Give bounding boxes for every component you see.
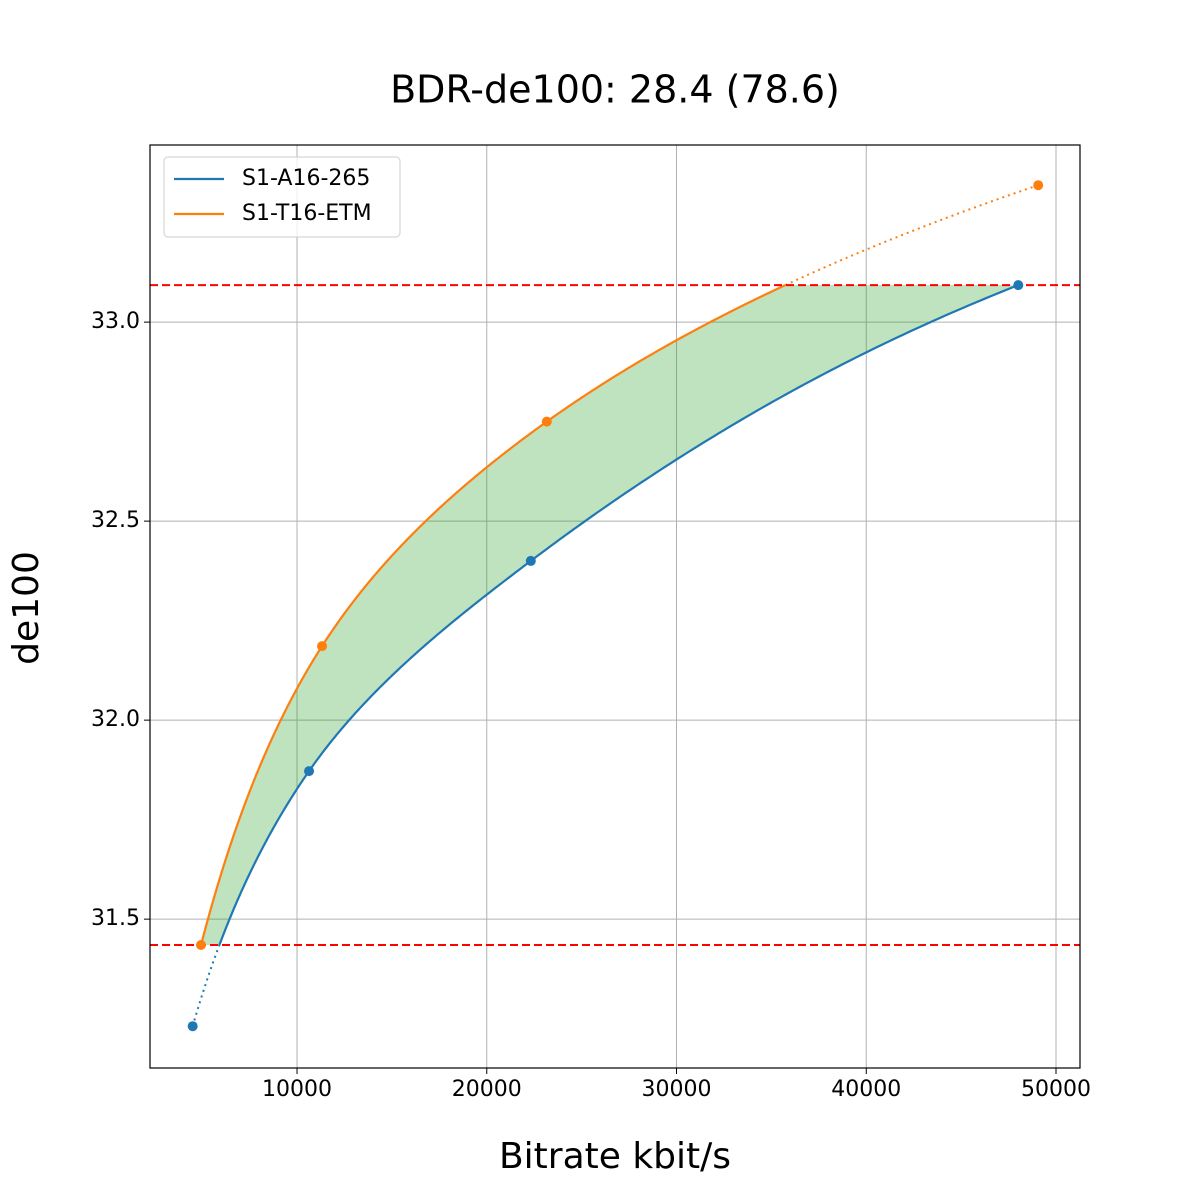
data-point [317,641,328,652]
chart-title: BDR-de100: 28.4 (78.6) [390,68,840,112]
data-point [304,766,315,777]
fit-curve [199,284,786,946]
axes: 10000 20000 30000 40000 50000 31.5 32.0 32.5 33.… [91,309,1091,1102]
x-tick-label: 20000 [452,1077,522,1102]
bd-area [201,285,1019,946]
y-tick-label: 33.0 [91,309,140,334]
legend-label: S1-A16-265 [242,166,370,191]
legend-box [163,156,401,238]
data-point [1033,180,1044,191]
x-tick-label: 40000 [831,1077,901,1102]
x-axis-label: Bitrate kbit/s [499,1136,731,1177]
data-point [541,416,552,427]
legend-label: S1-T16-ETM [242,201,372,226]
legend: S1-A16-265 S1-T16-ETM [163,156,401,238]
y-tick-label: 31.5 [91,906,140,931]
extrapolated-curve [191,944,221,1027]
y-tick-label: 32.5 [91,508,140,533]
y-axis-label: de100 [6,551,47,665]
x-tick-label: 10000 [262,1077,332,1102]
axes-frame [149,144,1081,1069]
data-point [525,555,536,566]
plot-area [150,180,1080,1032]
data-point [1013,280,1024,291]
extrapolated-curve [784,184,1039,287]
fit-curve [218,284,1019,946]
grid [150,145,1080,1068]
data-point [187,1021,198,1032]
x-tick-label: 50000 [1021,1077,1091,1102]
data-point [196,940,207,951]
x-tick-label: 30000 [642,1077,712,1102]
y-tick-label: 32.0 [91,707,140,732]
